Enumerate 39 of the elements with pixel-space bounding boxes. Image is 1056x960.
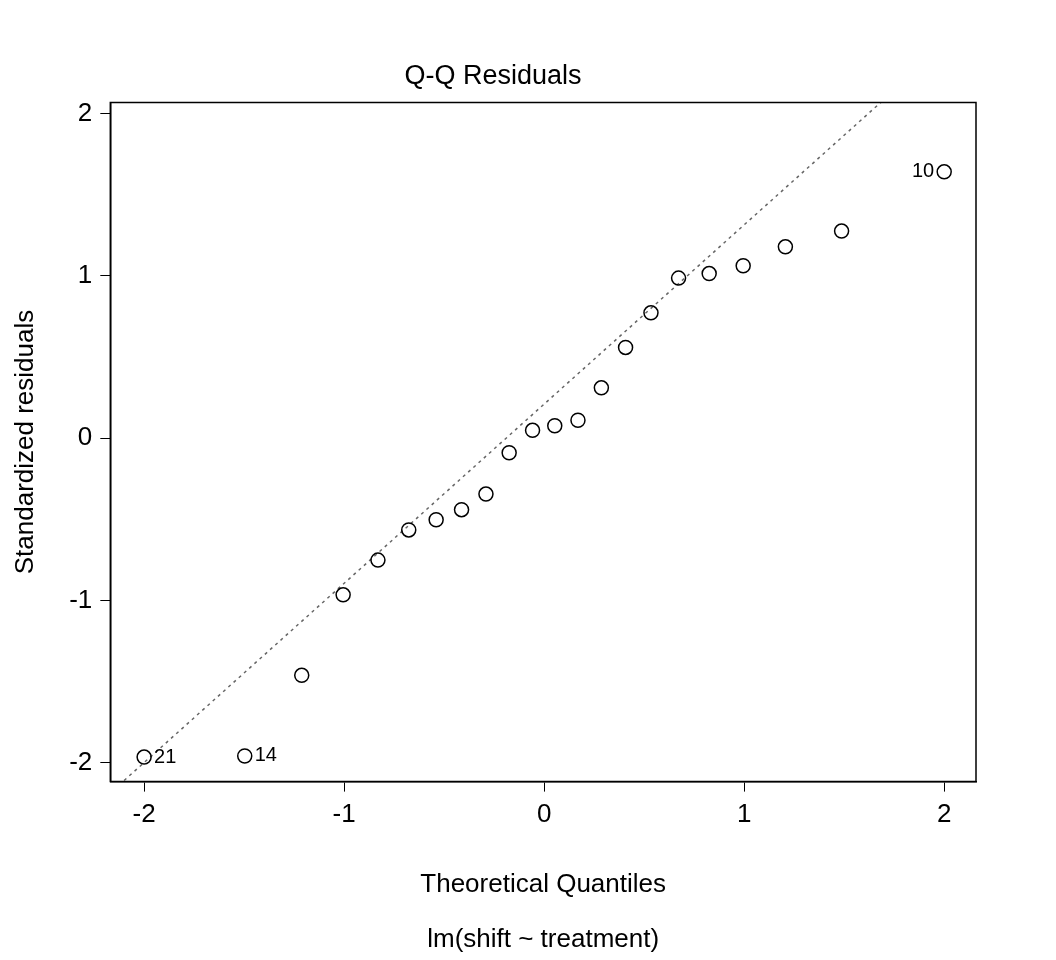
x-tick-label: 2 [936, 798, 952, 829]
point [478, 486, 494, 502]
point [735, 258, 751, 274]
point [293, 667, 310, 684]
y-tick-label: 2 [77, 96, 93, 127]
point [428, 511, 444, 528]
annotation: 14 [254, 743, 277, 766]
point [136, 749, 152, 765]
annotation: 21 [154, 744, 177, 767]
x-tick-label: -2 [132, 798, 156, 829]
point [617, 339, 634, 356]
point [643, 305, 659, 321]
point [547, 418, 563, 434]
text: lm(shift ~ treatment) [427, 923, 660, 954]
y-axis-title: Standardized residuals [8, 309, 39, 575]
y-tick-label: -2 [69, 745, 93, 776]
point [370, 552, 386, 568]
y-tick-label: 0 [77, 421, 93, 452]
x-tick-label: -1 [332, 798, 356, 829]
point [777, 239, 794, 255]
x-axis-title: Theoretical Quantiles [420, 867, 666, 898]
point [833, 223, 850, 239]
annotation: 10 [911, 159, 935, 182]
point [401, 522, 417, 538]
point [593, 380, 610, 396]
point [453, 501, 470, 518]
point [570, 412, 586, 429]
x-tick-label: 1 [736, 798, 752, 829]
point [936, 164, 952, 180]
y-tick-label: -1 [69, 583, 93, 614]
x-tick-label: 0 [536, 798, 552, 829]
point [335, 587, 351, 603]
point [236, 748, 253, 764]
y-tick-label: 1 [77, 259, 93, 290]
point [670, 270, 687, 286]
chart-title: Q-Q Residuals [404, 59, 582, 90]
point [524, 422, 541, 439]
point [501, 444, 517, 461]
point [701, 265, 717, 282]
